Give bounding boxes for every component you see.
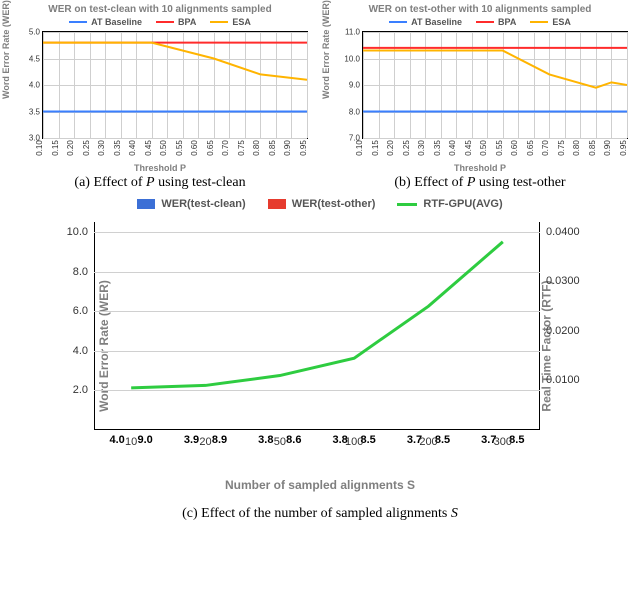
bpa-dash [156,21,174,23]
at-dash [69,21,87,23]
chart-c: WER(test-clean) WER(test-other) RTF-GPU(… [40,198,600,522]
legend-clean: WER(test-clean) [137,198,245,210]
legend-esa: ESA [530,17,571,27]
chart-c-xlabel: Number of sampled alignments S [40,478,600,492]
chart-b-plot: 7.08.09.010.011.00.100.150.200.250.300.3… [362,31,628,139]
chart-a-legend: AT Baseline BPA ESA [8,17,312,27]
legend-bpa: BPA [156,17,196,27]
legend-bpa: BPA [476,17,516,27]
chart-a-plot: 3.03.54.04.55.00.100.150.200.250.300.350… [42,31,308,139]
legend-at: AT Baseline [389,17,462,27]
chart-a-title: WER on test-clean with 10 alignments sam… [8,4,312,15]
legend-at: AT Baseline [69,17,142,27]
chart-b-ylabel: Word Error Rate (WER) [321,0,331,99]
esa-dash [530,21,548,23]
chart-c-ylabel-right: Real Time Factor (RTF) [539,280,553,411]
chart-b-caption: (b) Effect of P using test-other [328,175,632,191]
other-swatch [268,199,286,209]
legend-esa: ESA [210,17,251,27]
bpa-dash [476,21,494,23]
rtf-swatch [397,203,417,206]
chart-b-legend: AT Baseline BPA ESA [328,17,632,27]
esa-dash [210,21,228,23]
chart-b-title: WER on test-other with 10 alignments sam… [328,4,632,15]
chart-c-legend: WER(test-clean) WER(test-other) RTF-GPU(… [40,198,600,210]
chart-a: WER on test-clean with 10 alignments sam… [8,4,312,184]
legend-other: WER(test-other) [268,198,376,210]
clean-swatch [137,199,155,209]
chart-c-caption: (c) Effect of the number of sampled alig… [40,506,600,522]
chart-a-ylabel: Word Error Rate (WER) [1,0,11,99]
legend-rtf: RTF-GPU(AVG) [397,198,502,210]
chart-a-caption: (a) Effect of P using test-clean [8,175,312,191]
chart-b: WER on test-other with 10 alignments sam… [328,4,632,184]
chart-c-plot: 2.04.06.08.010.00.01000.02000.03000.0400… [94,222,540,430]
at-dash [389,21,407,23]
